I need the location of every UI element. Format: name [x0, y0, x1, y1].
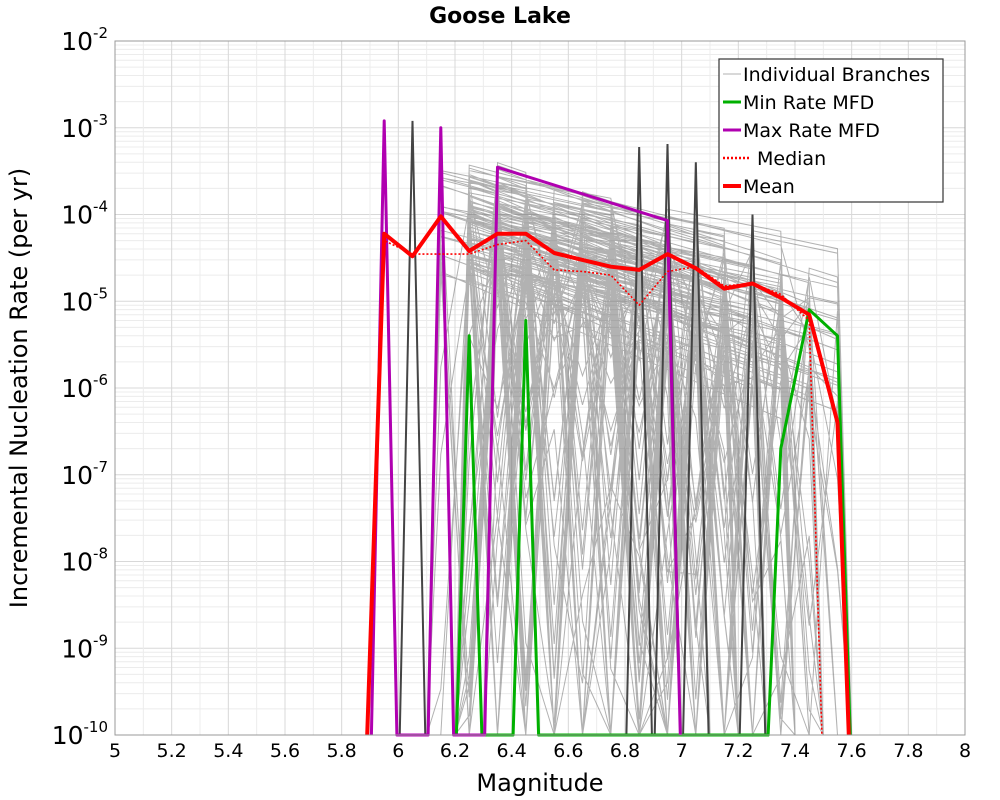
y-tick-label: 10-8 [61, 545, 108, 577]
y-tick-label: 10-6 [61, 371, 108, 403]
y-tick-label: 10-7 [61, 458, 108, 490]
legend-label: Mean [743, 176, 795, 198]
x-tick-label: 7.8 [893, 740, 923, 762]
legend: Individual Branches Min Rate MFD Max Rate … [718, 58, 944, 203]
x-tick-label: 5.2 [157, 740, 187, 762]
y-tick-label: 10-10 [52, 718, 108, 750]
legend-label: Median [757, 148, 826, 170]
y-tick-label: 10-9 [61, 631, 108, 663]
x-tick-label: 7.4 [780, 740, 810, 762]
series-max-rate-mfd [369, 119, 682, 737]
legend-label: Min Rate MFD [743, 92, 874, 114]
x-tick-label: 8 [959, 740, 971, 762]
y-tick-label: 10-3 [61, 111, 108, 143]
y-tick-labels: 10-10 10-9 10-8 10-7 10-6 10-5 10-4 10-3 10-2 [52, 24, 108, 750]
x-tick-label: 5.4 [213, 740, 243, 762]
x-tick-labels: 5 5.2 5.4 5.6 5.8 6 6.2 6.4 6.6 6.8 7 7.2 7.4 7.6 7.8 8 [109, 740, 971, 762]
x-tick-label: 5.6 [270, 740, 300, 762]
x-tick-label: 5 [109, 740, 121, 762]
x-tick-label: 6.4 [497, 740, 527, 762]
x-tick-label: 6.6 [553, 740, 583, 762]
x-tick-label: 5.8 [327, 740, 357, 762]
y-tick-label: 10-4 [61, 198, 108, 230]
branch-spike [398, 120, 427, 736]
plot-frame [114, 40, 966, 736]
y-tick-label: 10-2 [61, 24, 108, 56]
legend-box [718, 58, 944, 203]
x-axis-label: Magnitude [476, 769, 603, 797]
branch-spike [682, 162, 710, 736]
legend-label: Individual Branches [743, 64, 930, 86]
x-tick-label: 6.8 [610, 740, 640, 762]
x-tick-label: 6.2 [440, 740, 470, 762]
branch-spike [625, 146, 653, 736]
series-mean [365, 214, 851, 736]
branch-spike [738, 214, 767, 736]
y-tick-label: 10-5 [61, 284, 108, 316]
chart-title: Goose Lake [429, 4, 571, 29]
y-axis-label: Incremental Nucleation Rate (per yr) [5, 168, 33, 608]
x-tick-label: 7.2 [723, 740, 753, 762]
legend-label: Max Rate MFD [743, 120, 880, 142]
x-tick-label: 6 [392, 740, 404, 762]
x-tick-label: 7 [676, 740, 688, 762]
x-tick-label: 7.6 [837, 740, 867, 762]
